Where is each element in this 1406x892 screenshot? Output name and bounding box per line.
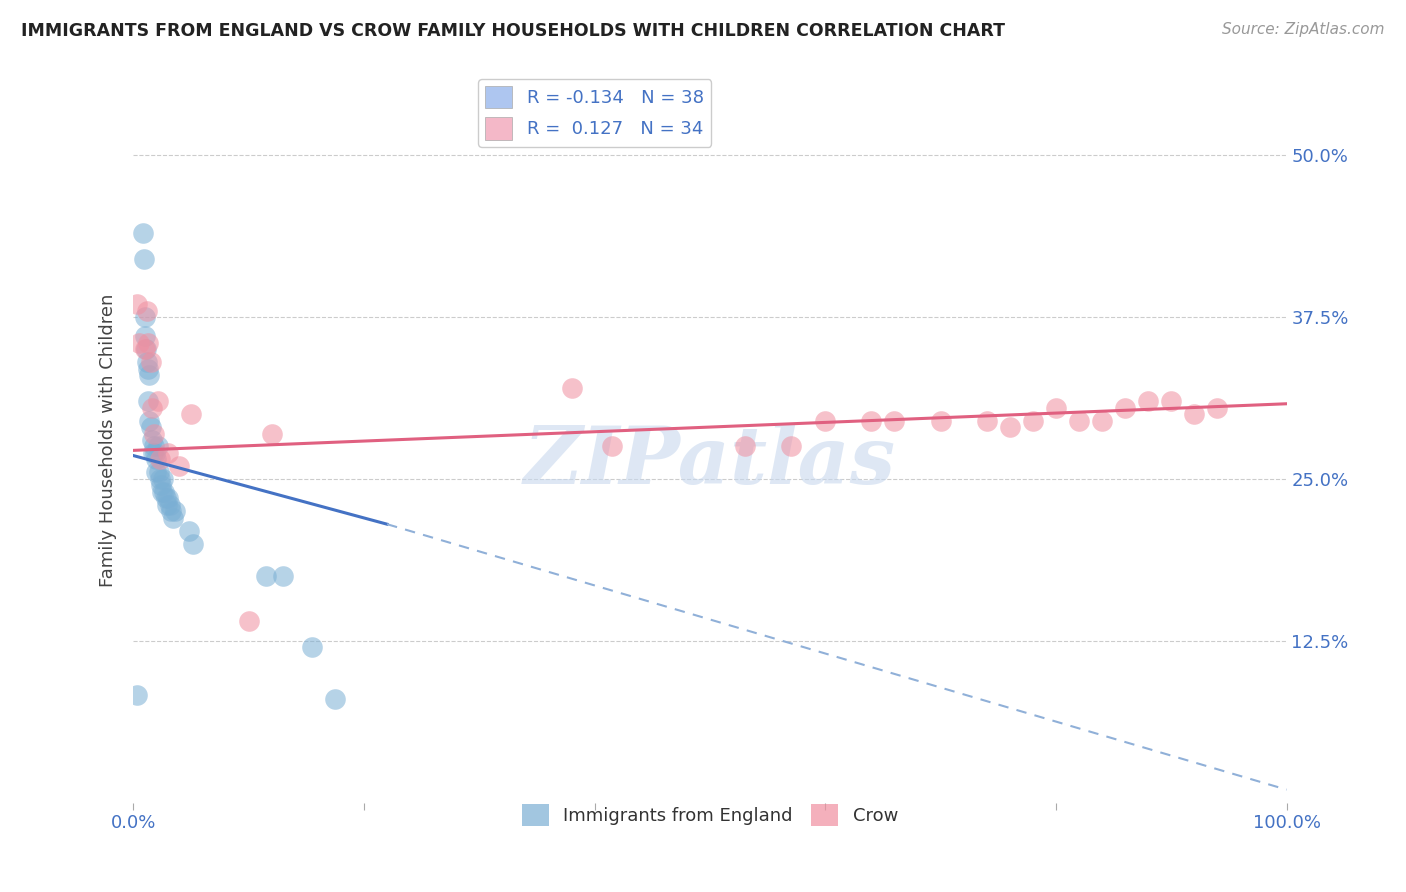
- Point: [152, 472, 174, 486]
- Point: [150, 478, 173, 492]
- Point: [138, 414, 160, 428]
- Point: [561, 381, 583, 395]
- Point: [163, 504, 186, 518]
- Point: [1022, 414, 1045, 428]
- Point: [1114, 401, 1136, 415]
- Point: [155, 491, 177, 506]
- Point: [156, 491, 179, 506]
- Point: [132, 252, 155, 266]
- Point: [301, 640, 323, 655]
- Point: [883, 414, 905, 428]
- Point: [136, 335, 159, 350]
- Point: [162, 510, 184, 524]
- Point: [1206, 401, 1229, 415]
- Point: [1160, 394, 1182, 409]
- Point: [998, 420, 1021, 434]
- Point: [238, 615, 260, 629]
- Point: [160, 504, 183, 518]
- Point: [1091, 414, 1114, 428]
- Point: [145, 452, 167, 467]
- Point: [734, 440, 756, 454]
- Point: [860, 414, 883, 428]
- Legend: Immigrants from England, Crow: Immigrants from England, Crow: [515, 797, 905, 833]
- Point: [136, 394, 159, 409]
- Point: [145, 466, 167, 480]
- Point: [254, 569, 277, 583]
- Point: [136, 303, 159, 318]
- Point: [271, 569, 294, 583]
- Point: [131, 226, 153, 240]
- Point: [1182, 407, 1205, 421]
- Text: Source: ZipAtlas.com: Source: ZipAtlas.com: [1222, 22, 1385, 37]
- Point: [323, 692, 346, 706]
- Point: [134, 343, 156, 357]
- Point: [976, 414, 998, 428]
- Point: [143, 440, 166, 454]
- Point: [139, 420, 162, 434]
- Point: [779, 440, 801, 454]
- Point: [138, 368, 160, 383]
- Point: [181, 536, 204, 550]
- Point: [139, 355, 162, 369]
- Point: [600, 440, 623, 454]
- Point: [156, 446, 179, 460]
- Point: [1045, 401, 1067, 415]
- Point: [143, 446, 166, 460]
- Point: [141, 401, 163, 415]
- Point: [136, 355, 159, 369]
- Y-axis label: Family Households with Children: Family Households with Children: [100, 293, 117, 587]
- Point: [177, 524, 200, 538]
- Point: [125, 688, 148, 702]
- Point: [149, 452, 172, 467]
- Point: [135, 343, 157, 357]
- Point: [1137, 394, 1160, 409]
- Point: [169, 458, 191, 473]
- Point: [1067, 414, 1090, 428]
- Point: [159, 498, 181, 512]
- Point: [156, 498, 179, 512]
- Point: [134, 310, 156, 324]
- Text: ZIPatlas: ZIPatlas: [524, 423, 896, 500]
- Point: [136, 361, 159, 376]
- Point: [929, 414, 952, 428]
- Point: [148, 466, 170, 480]
- Point: [134, 329, 156, 343]
- Point: [150, 484, 173, 499]
- Point: [128, 335, 150, 350]
- Point: [180, 407, 202, 421]
- Text: IMMIGRANTS FROM ENGLAND VS CROW FAMILY HOUSEHOLDS WITH CHILDREN CORRELATION CHAR: IMMIGRANTS FROM ENGLAND VS CROW FAMILY H…: [21, 22, 1005, 40]
- Point: [142, 446, 165, 460]
- Point: [260, 426, 283, 441]
- Point: [814, 414, 837, 428]
- Point: [141, 433, 163, 447]
- Point: [143, 426, 166, 441]
- Point: [149, 472, 172, 486]
- Point: [125, 297, 148, 311]
- Point: [146, 440, 169, 454]
- Point: [146, 394, 169, 409]
- Point: [153, 484, 176, 499]
